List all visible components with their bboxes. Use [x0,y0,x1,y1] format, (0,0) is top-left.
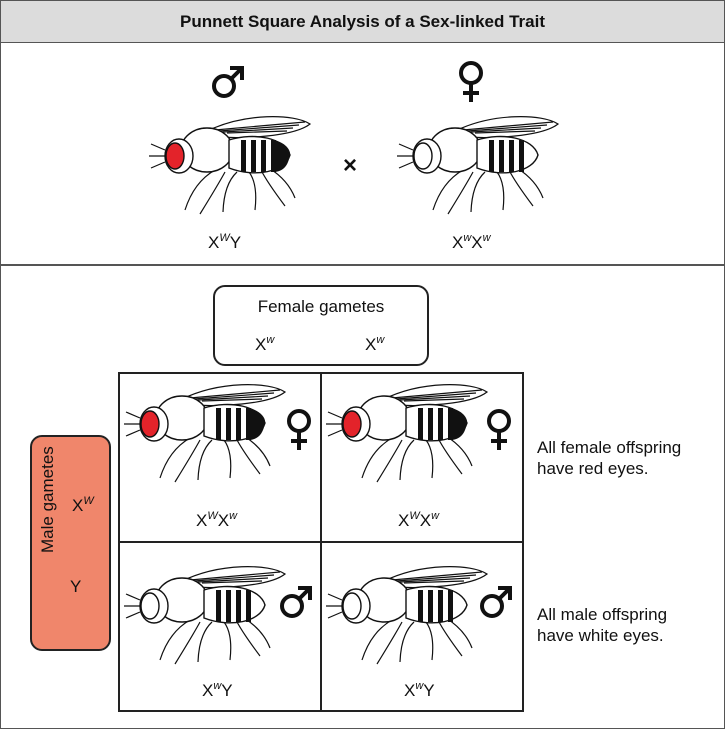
allele-sup: w [213,680,222,692]
allele-sup: w [229,510,238,522]
allele-sup: w [266,334,275,346]
female-symbol-icon [487,409,511,450]
male-symbol-icon [480,586,512,618]
offspring-fly-1 [124,384,287,483]
male-symbol-icon [212,66,244,98]
offspring-fly-3 [124,566,287,665]
note-line: have white eyes. [537,626,664,645]
female-offspring-note: All female offspring have red eyes. [537,437,681,479]
female-gamete-2: Xw [365,334,384,355]
female-gamete-1: Xw [255,334,274,355]
allele-sup: W [409,510,420,522]
allele-sup: W [83,495,94,507]
female-parent-genotype: XwXw [452,232,491,253]
male-gamete-1: XW [72,495,94,516]
male-gametes-label: Male gametes [38,446,57,553]
female-symbol-icon [287,409,311,450]
parent-male-fly [149,116,312,215]
allele-sup: W [219,232,230,244]
male-symbol-icon [280,586,312,618]
figure-title: Punnett Square Analysis of a Sex-linked … [1,1,724,43]
offspring-genotype-1: XWXw [196,510,237,531]
allele-sup: W [207,510,218,522]
parent-female-fly [397,116,560,215]
allele-base: Y [229,233,242,252]
allele-base: X [398,511,410,530]
allele-base: X [365,335,377,354]
allele-base: X [217,511,230,530]
section-divider [1,264,724,266]
cross-symbol: × [343,152,358,179]
female-symbol-icon [459,61,483,102]
offspring-genotype-2: XWXw [398,510,439,531]
offspring-genotype-3: XwY [202,680,233,701]
note-line: All female offspring [537,438,682,457]
allele-base: X [72,496,84,515]
allele-sup: w [431,510,440,522]
offspring-genotype-4: XwY [404,680,435,701]
allele-sup: w [376,334,385,346]
punnett-square [118,372,524,712]
allele-base: X [471,233,483,252]
allele-base: X [196,511,208,530]
offspring-fly-4 [326,566,489,665]
grid-line-horizontal [120,541,522,543]
female-gametes-box: Female gametes Xw Xw [213,285,429,366]
allele-base: Y [423,681,435,700]
note-line: have red eyes. [537,459,649,478]
allele-base: X [452,233,464,252]
allele-base: X [404,681,416,700]
allele-base: X [419,511,432,530]
allele-sup: w [482,232,491,244]
female-gametes-label: Female gametes [257,297,385,316]
male-gametes-box: Male gametes XW Y [30,435,111,651]
male-gamete-2: Y [70,577,81,597]
allele-sup: w [463,232,472,244]
allele-base: X [202,681,214,700]
allele-base: Y [70,577,82,596]
offspring-fly-2 [326,384,489,483]
male-parent-genotype: XWY [208,232,241,253]
allele-base: Y [221,681,233,700]
note-line: All male offspring [537,605,668,624]
male-offspring-note: All male offspring have white eyes. [537,604,667,646]
allele-base: X [255,335,267,354]
allele-sup: w [415,680,424,692]
allele-base: X [208,233,220,252]
